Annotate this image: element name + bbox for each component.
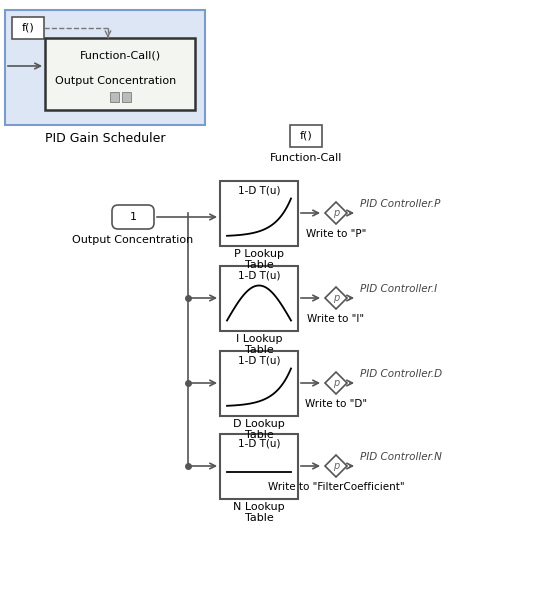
Text: Write to "D": Write to "D" <box>305 399 367 409</box>
Bar <box>220 180 298 246</box>
Text: Function-Call(): Function-Call() <box>79 50 161 60</box>
Text: PID Controller.P: PID Controller.P <box>360 199 440 209</box>
Text: PID Controller.I: PID Controller.I <box>360 284 437 294</box>
Bar <box>220 350 298 415</box>
Bar <box>12 17 44 39</box>
Text: 1-D T(u): 1-D T(u) <box>238 186 280 196</box>
Text: D Lookup
Table: D Lookup Table <box>233 419 285 441</box>
Polygon shape <box>325 202 347 224</box>
Text: Write to "FilterCoefficient": Write to "FilterCoefficient" <box>268 482 404 492</box>
Text: p: p <box>333 208 339 218</box>
Text: f(): f() <box>22 23 34 33</box>
Polygon shape <box>325 372 347 394</box>
Text: PID Gain Scheduler: PID Gain Scheduler <box>45 131 165 144</box>
Text: 1-D T(u): 1-D T(u) <box>238 270 280 280</box>
Text: p: p <box>333 378 339 388</box>
Bar <box>290 125 322 147</box>
FancyBboxPatch shape <box>112 205 154 229</box>
Text: p: p <box>333 293 339 303</box>
Text: 1-D T(u): 1-D T(u) <box>238 356 280 366</box>
Bar <box>110 92 119 102</box>
Polygon shape <box>325 455 347 477</box>
Bar <box>220 266 298 330</box>
Text: p: p <box>333 461 339 471</box>
Text: 1-D T(u): 1-D T(u) <box>238 438 280 448</box>
Text: PID Controller.D: PID Controller.D <box>360 369 442 379</box>
Text: Write to "P": Write to "P" <box>306 229 366 239</box>
Text: Output Concentration: Output Concentration <box>72 235 194 245</box>
Text: N Lookup
Table: N Lookup Table <box>233 502 285 523</box>
Text: PID Controller.N: PID Controller.N <box>360 452 442 462</box>
Text: 1: 1 <box>130 212 136 222</box>
Text: Function-Call: Function-Call <box>270 153 342 163</box>
Bar <box>220 434 298 498</box>
Text: Write to "I": Write to "I" <box>307 314 364 324</box>
Text: f(): f() <box>300 131 312 141</box>
Text: P Lookup
Table: P Lookup Table <box>234 249 284 270</box>
Text: Output Concentration: Output Concentration <box>55 76 176 86</box>
Text: I Lookup
Table: I Lookup Table <box>236 334 282 355</box>
Bar <box>5 10 205 125</box>
Polygon shape <box>325 287 347 309</box>
Bar <box>45 38 195 110</box>
Bar <box>122 92 131 102</box>
